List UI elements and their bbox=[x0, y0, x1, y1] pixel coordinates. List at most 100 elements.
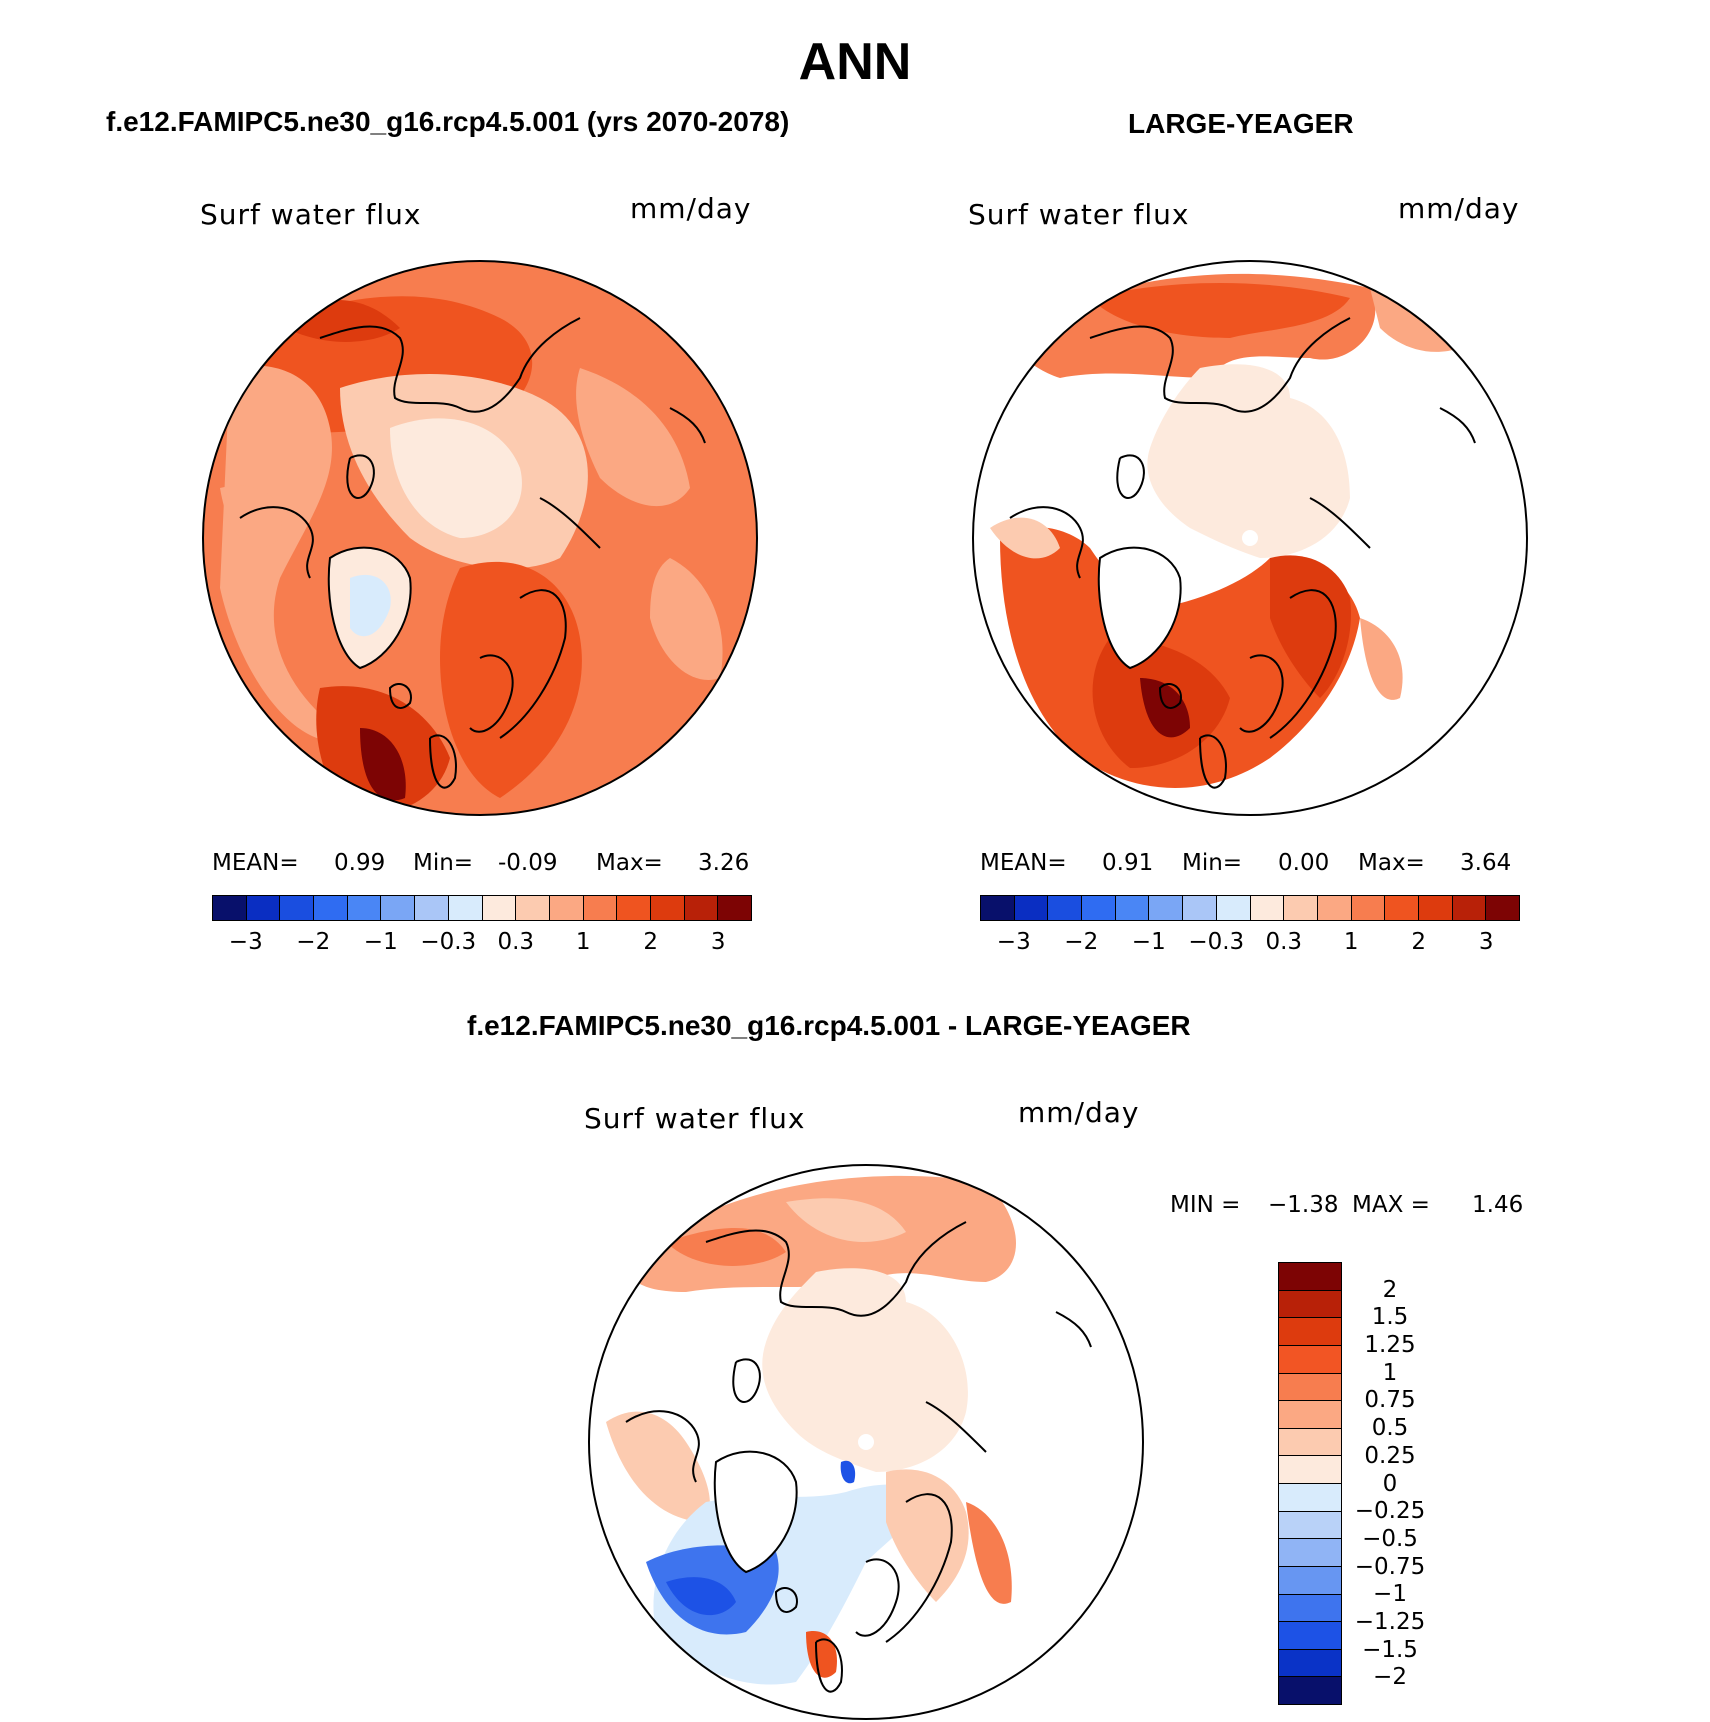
colorbar-swatch bbox=[1317, 896, 1352, 920]
colorbar-tick-label: 0.3 bbox=[1265, 929, 1303, 955]
panel1-title: f.e12.FAMIPC5.ne30_g16.rcp4.5.001 (yrs 2… bbox=[106, 106, 790, 137]
colorbar-swatch bbox=[1279, 1566, 1341, 1595]
colorbar-swatch bbox=[1279, 1511, 1341, 1540]
panel1-units: mm/day bbox=[630, 192, 752, 225]
panel1-polar-map bbox=[202, 260, 758, 816]
colorbar-level-label: 2 bbox=[1382, 1276, 1398, 1303]
colorbar-swatch bbox=[1351, 896, 1386, 920]
colorbar-level-label: −1 bbox=[1373, 1581, 1407, 1608]
panel1-max-value: 3.26 bbox=[698, 850, 750, 876]
colorbar-swatch bbox=[981, 896, 1015, 920]
colorbar-level-label: 0.5 bbox=[1371, 1415, 1409, 1442]
colorbar-level-label: −0.75 bbox=[1354, 1553, 1426, 1580]
diff-field-label: Surf water flux bbox=[584, 1102, 806, 1135]
colorbar-swatch bbox=[1452, 896, 1487, 920]
colorbar-swatch bbox=[1279, 1263, 1341, 1291]
colorbar-swatch bbox=[448, 896, 483, 920]
colorbar-level-label: −0.25 bbox=[1354, 1498, 1426, 1525]
colorbar-swatch bbox=[381, 896, 416, 920]
colorbar-swatch bbox=[1279, 1345, 1341, 1374]
colorbar-tick-label: −2 bbox=[1064, 929, 1099, 955]
colorbar-swatch bbox=[1279, 1539, 1341, 1567]
colorbar-swatch bbox=[1279, 1373, 1341, 1402]
colorbar-swatch bbox=[617, 896, 651, 920]
diff-title: f.e12.FAMIPC5.ne30_g16.rcp4.5.001 - LARG… bbox=[467, 1010, 1191, 1041]
colorbar-tick-label: −2 bbox=[296, 929, 331, 955]
colorbar-swatch bbox=[516, 896, 550, 920]
colorbar-swatch bbox=[1115, 896, 1150, 920]
colorbar-swatch bbox=[1279, 1401, 1341, 1429]
colorbar-swatch bbox=[1279, 1677, 1341, 1704]
diff-max-label: MAX = bbox=[1352, 1192, 1430, 1218]
panel1-mean-label: MEAN= bbox=[212, 850, 299, 876]
colorbar-swatch bbox=[1279, 1290, 1341, 1319]
diff-colorbar bbox=[1278, 1262, 1342, 1705]
colorbar-tick-label: −1 bbox=[1131, 929, 1166, 955]
colorbar-swatch bbox=[549, 896, 584, 920]
colorbar-tick-label: 3 bbox=[1478, 929, 1494, 955]
panel1-max-label: Max= bbox=[596, 850, 663, 876]
colorbar-level-label: 0.75 bbox=[1364, 1387, 1416, 1414]
colorbar-swatch bbox=[482, 896, 517, 920]
diff-units: mm/day bbox=[1018, 1096, 1140, 1129]
colorbar-swatch bbox=[347, 896, 382, 920]
panel2-mean-label: MEAN= bbox=[980, 850, 1067, 876]
diff-min-label: MIN = bbox=[1170, 1192, 1241, 1218]
panel2-mean-value: 0.91 bbox=[1102, 850, 1154, 876]
colorbar-tick-label: −0.3 bbox=[420, 929, 477, 955]
figure-title: ANN bbox=[798, 33, 912, 91]
panel1-field-label: Surf water flux bbox=[200, 198, 422, 231]
colorbar-swatch bbox=[1279, 1649, 1341, 1678]
colorbar-level-label: 1.25 bbox=[1364, 1332, 1416, 1359]
panel2-colorbar bbox=[980, 895, 1520, 921]
colorbar-swatch bbox=[1183, 896, 1217, 920]
colorbar-tick-label: −3 bbox=[228, 929, 263, 955]
panel2-min-label: Min= bbox=[1182, 850, 1243, 876]
colorbar-tick-label: 0.3 bbox=[497, 929, 535, 955]
colorbar-swatch bbox=[583, 896, 618, 920]
colorbar-swatch bbox=[1279, 1594, 1341, 1623]
colorbar-tick-label: −1 bbox=[363, 929, 398, 955]
colorbar-swatch bbox=[1082, 896, 1116, 920]
diff-min-value: −1.38 bbox=[1268, 1192, 1339, 1218]
colorbar-swatch bbox=[1279, 1428, 1341, 1457]
panel1-min-value: -0.09 bbox=[498, 850, 558, 876]
panel2-polar-map bbox=[972, 260, 1528, 816]
colorbar-level-label: 1 bbox=[1382, 1359, 1398, 1386]
colorbar-swatch bbox=[213, 896, 247, 920]
colorbar-level-label: −2 bbox=[1373, 1664, 1407, 1691]
panel1-min-label: Min= bbox=[413, 850, 474, 876]
colorbar-swatch bbox=[650, 896, 685, 920]
colorbar-swatch bbox=[1014, 896, 1049, 920]
colorbar-level-label: 0.25 bbox=[1364, 1442, 1416, 1469]
colorbar-tick-label: 1 bbox=[1343, 929, 1359, 955]
colorbar-swatch bbox=[1216, 896, 1251, 920]
diff-max-value: 1.46 bbox=[1472, 1192, 1524, 1218]
colorbar-swatch bbox=[1486, 896, 1519, 920]
colorbar-swatch bbox=[1284, 896, 1318, 920]
colorbar-tick-label: 2 bbox=[643, 929, 659, 955]
colorbar-swatch bbox=[314, 896, 348, 920]
panel2-max-value: 3.64 bbox=[1460, 850, 1512, 876]
colorbar-swatch bbox=[1048, 896, 1083, 920]
panel2-units: mm/day bbox=[1398, 192, 1520, 225]
colorbar-level-label: −0.5 bbox=[1362, 1525, 1418, 1552]
colorbar-swatch bbox=[1418, 896, 1453, 920]
panel2-field-label: Surf water flux bbox=[968, 198, 1190, 231]
colorbar-tick-label: 3 bbox=[710, 929, 726, 955]
colorbar-level-label: 0 bbox=[1382, 1470, 1398, 1497]
colorbar-tick-label: −3 bbox=[996, 929, 1031, 955]
panel2-max-label: Max= bbox=[1358, 850, 1425, 876]
diff-polar-map bbox=[588, 1164, 1144, 1720]
colorbar-swatch bbox=[684, 896, 719, 920]
colorbar-level-label: −1.5 bbox=[1362, 1636, 1418, 1663]
panel1-mean-value: 0.99 bbox=[334, 850, 386, 876]
colorbar-swatch bbox=[1279, 1318, 1341, 1346]
colorbar-level-label: −1.25 bbox=[1354, 1608, 1426, 1635]
panel2-title: LARGE-YEAGER bbox=[1128, 108, 1354, 139]
colorbar-swatch bbox=[1279, 1622, 1341, 1650]
colorbar-level-label: 1.5 bbox=[1371, 1304, 1409, 1331]
colorbar-swatch bbox=[415, 896, 449, 920]
colorbar-swatch bbox=[1149, 896, 1184, 920]
